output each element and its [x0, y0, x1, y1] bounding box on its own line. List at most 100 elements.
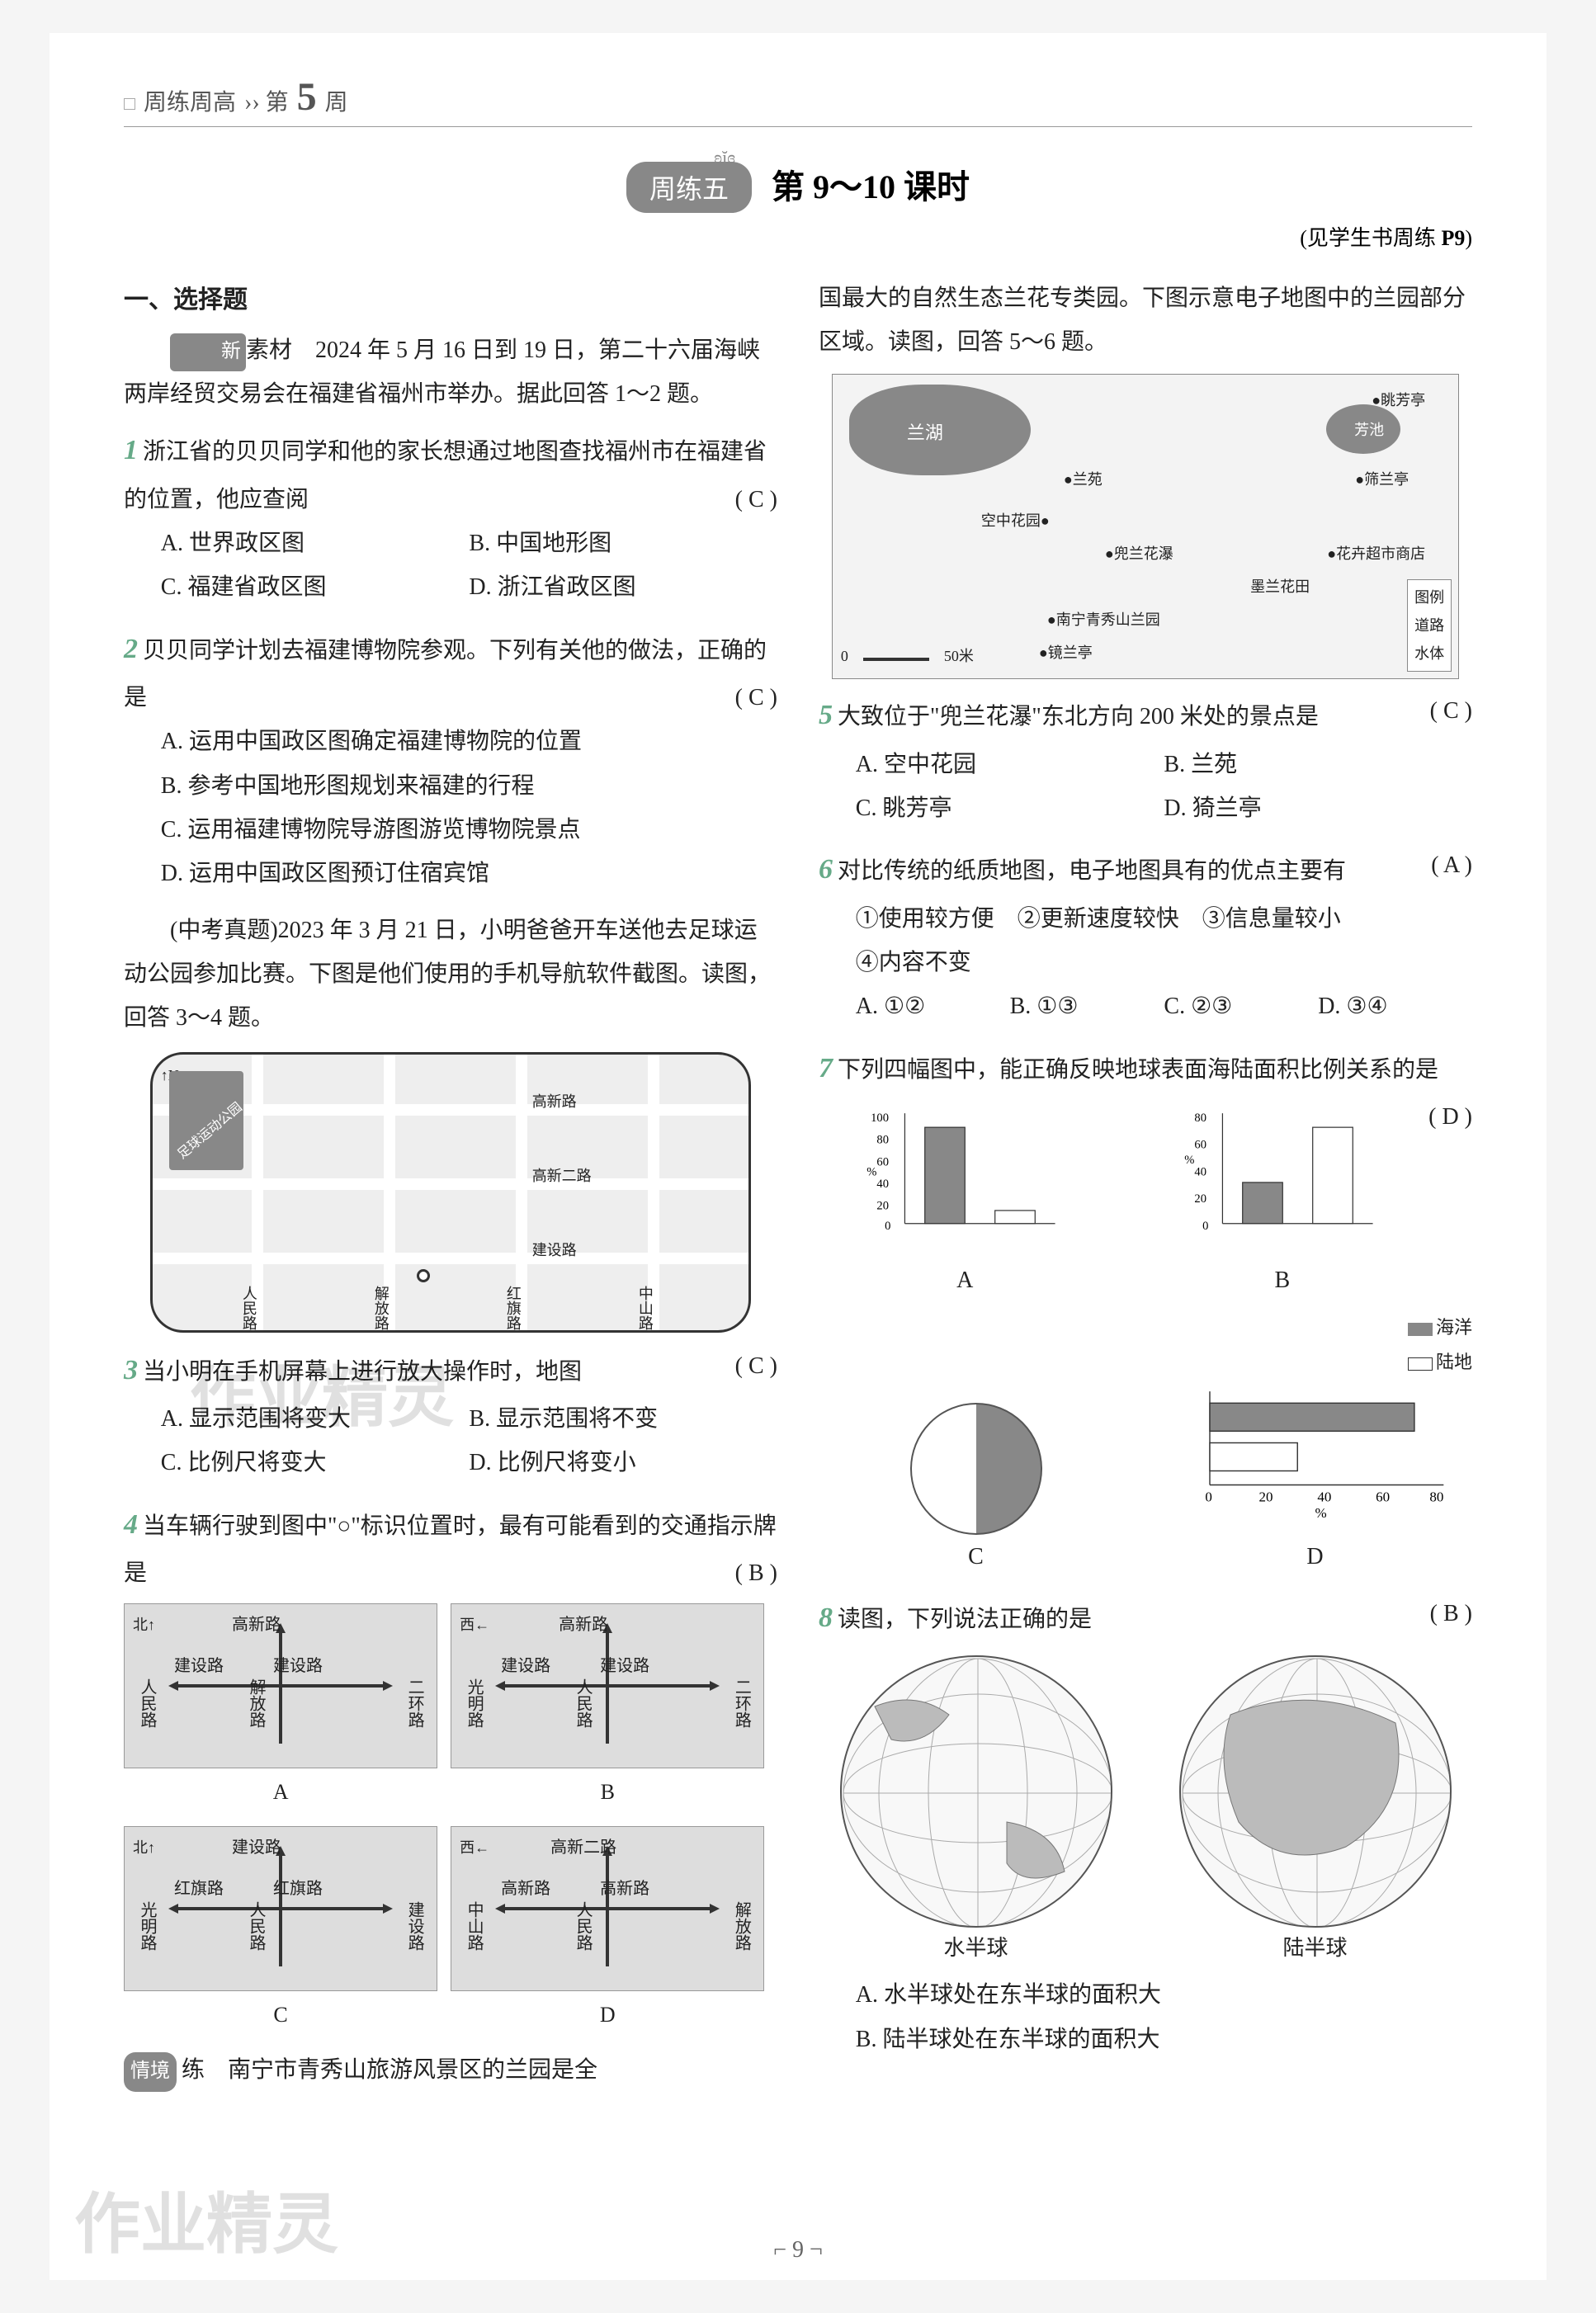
material-intro: 新素材 2024 年 5 月 16 日到 19 日，第二十六届海峡两岸经贸交易会… — [124, 328, 777, 416]
pond-label: 芳池 — [1354, 416, 1384, 444]
q5-answer: ( C ) — [1430, 689, 1472, 733]
globe-land-wrap: 陆半球 — [1179, 1655, 1452, 1968]
sign-b-m2: 建设路 — [600, 1650, 649, 1682]
sign-c-label: C — [124, 1994, 437, 2035]
lanhua-map-figure: 兰湖 芳池 ●眺芳亭 ●兰苑 ●筛兰亭 空中花园● ●兜兰花瀑 ●花卉超市商店 … — [832, 374, 1459, 679]
q3-answer: ( C ) — [735, 1344, 777, 1388]
sign-a-left: 人民路 — [131, 1678, 163, 1728]
legend-title: 图例 — [1414, 583, 1444, 611]
sign-b-top: 高新路 — [559, 1609, 608, 1640]
q6-num: 6 — [819, 854, 833, 885]
q2-answer: ( C ) — [735, 676, 777, 720]
marker-circle-icon — [417, 1269, 430, 1282]
q4-answer: ( B ) — [735, 1551, 777, 1595]
q1-options: A. 世界政区图B. 中国地形图 C. 福建省政区图D. 浙江省政区图 — [124, 522, 777, 609]
q6-opt-d: D. ③④ — [1318, 984, 1472, 1028]
question-8: 8读图，下列说法正确的是 ( B ) — [819, 1592, 1472, 2060]
svg-text:0: 0 — [885, 1220, 890, 1233]
chart-b-svg: 8060 40200 % — [1136, 1103, 1429, 1244]
globe-water-grid-icon — [842, 1657, 1112, 1928]
q8-answer: ( B ) — [1430, 1592, 1472, 1636]
q8-stem: 读图，下列说法正确的是 — [838, 1607, 1092, 1632]
sign-d-right: 解放路 — [725, 1901, 757, 1951]
road-label-jf: 解放路 — [367, 1286, 395, 1330]
sign-d-m1: 高新路 — [501, 1873, 550, 1905]
q8-num: 8 — [819, 1603, 833, 1633]
q3-options: A. 显示范围将变大B. 显示范围将不变 C. 比例尺将变大D. 比例尺将变小 — [124, 1397, 777, 1485]
question-7: 7下列四幅图中，能正确反映地球表面海陆面积比例关系的是( D ) 1008060… — [819, 1042, 1472, 1579]
sign-a-mv: 解放路 — [240, 1678, 272, 1728]
q6-opt-c: C. ②③ — [1164, 984, 1318, 1028]
watermark-2: 作业精灵 — [74, 2163, 338, 2288]
place-hhcs: ●花卉超市商店 — [1327, 540, 1425, 568]
q6-stem: 对比传统的纸质地图，电子地图具有的优点主要有 — [838, 858, 1346, 884]
place-nnyl: ●南宁青秀山兰园 — [1047, 606, 1160, 634]
svg-text:80: 80 — [876, 1134, 889, 1147]
q5-opt-b: B. 兰苑 — [1164, 743, 1472, 786]
q4-num: 4 — [124, 1509, 138, 1540]
svg-text:100: 100 — [871, 1112, 889, 1125]
q3-stem: 当小明在手机屏幕上进行放大操作时，地图 — [143, 1359, 582, 1385]
sign-b-m1: 建设路 — [501, 1650, 550, 1682]
q1-num: 1 — [124, 435, 138, 465]
q3-opt-d: D. 比例尺将变小 — [469, 1441, 777, 1485]
q6-opt-a: A. ①② — [856, 984, 1010, 1028]
q2-opt-a: A. 运用中国政区图确定福建博物院的位置 — [161, 720, 777, 763]
place-mlht: 墨兰花田 — [1250, 573, 1310, 601]
q7-num: 7 — [819, 1053, 833, 1083]
question-6: 6对比传统的纸质地图，电子地图具有的优点主要有( A ) ①使用较方便 ②更新速… — [819, 843, 1472, 1028]
material-pill2: 素材 — [246, 338, 292, 363]
road-label-rm: 人民路 — [235, 1286, 263, 1330]
sign-d-mv: 人民路 — [567, 1901, 598, 1951]
q6-opt-b: B. ①③ — [1010, 984, 1164, 1028]
q3-opt-b: B. 显示范围将不变 — [469, 1397, 777, 1441]
svg-text:%: % — [1315, 1505, 1327, 1520]
map-legend: 图例 道路 水体 — [1407, 579, 1452, 673]
sign-b-left: 光明路 — [458, 1678, 489, 1728]
svg-text:80: 80 — [1194, 1112, 1206, 1125]
sub-reference: (见学生书周练 P9) — [124, 221, 1472, 252]
sign-a-wrap: 北↑ 高新路 人民路 建设路 解放路 建设路 — [124, 1603, 437, 1812]
right-column: 国最大的自然生态兰花专类园。下图示意电子地图中的兰园部分区域。读图，回答 5～6… — [819, 276, 1472, 2092]
chart-d-label: D — [1158, 1535, 1472, 1579]
chart-a: 1008060 40200 % A — [819, 1103, 1112, 1302]
place-slt: ●筛兰亭 — [1355, 465, 1409, 493]
q2-opt-d: D. 运用中国政区图预订住宿宾馆 — [161, 852, 777, 895]
globe-water — [840, 1655, 1112, 1928]
q7-stem: 下列四幅图中，能正确反映地球表面海陆面积比例关系的是 — [838, 1057, 1438, 1083]
chart-d: 海洋 陆地 020 406080 % D — [1158, 1310, 1472, 1579]
q2-options: A. 运用中国政区图确定福建博物院的位置 B. 参考中国地形图规划来福建的行程 … — [124, 720, 777, 895]
sign-a-m2: 建设路 — [273, 1650, 323, 1682]
page-header: 周练周高 ›› 第 5 周 — [124, 74, 1472, 127]
chart-c-pie — [910, 1403, 1042, 1535]
title-row: ʚĭɞ 周练五 第 9～10 课时 — [124, 160, 1472, 213]
chart-b: 8060 40200 % B — [1136, 1103, 1429, 1302]
sign-c-mv: 人民路 — [240, 1901, 272, 1951]
exam-tag: (中考真题) — [170, 918, 278, 943]
q1-opt-c: C. 福建省政区图 — [161, 565, 470, 609]
sign-c-dir: 北↑ — [133, 1834, 155, 1862]
sign-a: 北↑ 高新路 人民路 建设路 解放路 建设路 — [124, 1603, 437, 1768]
q6-line1: ①使用较方便 ②更新速度较快 ③信息量较小 — [856, 897, 1472, 941]
q8-opt-b: B. 陆半球处在东半球的面积大 — [856, 2018, 1472, 2061]
svg-text:60: 60 — [876, 1155, 889, 1168]
sign-d-m2: 高新路 — [600, 1873, 649, 1905]
globe-land-grid-icon — [1181, 1657, 1452, 1928]
butterfly-icon: ʚĭɞ — [714, 147, 735, 168]
question-1: 1浙江省的贝贝同学和他的家长想通过地图查找福州市在福建省的位置，他应查阅( C … — [124, 424, 777, 609]
left-column: 一、选择题 新素材 2024 年 5 月 16 日到 19 日，第二十六届海峡两… — [124, 276, 777, 2092]
svg-text:20: 20 — [876, 1200, 889, 1213]
question-4: 4当车辆行驶到图中"○"标识位置时，最有可能看到的交通指示牌是( B ) 北↑ — [124, 1499, 777, 2036]
sign-grid: 北↑ 高新路 人民路 建设路 解放路 建设路 — [124, 1603, 777, 2035]
chart-c: C — [819, 1403, 1133, 1579]
q3-opt-c: C. 比例尺将变大 — [161, 1441, 470, 1485]
question-5: 5大致位于"兜兰花瀑"东北方向 200 米处的景点是( C ) A. 空中花园B… — [819, 689, 1472, 830]
header-deco-box — [124, 98, 135, 110]
sign-b: 西← 高新路 光明路 建设路 人民路 建设路 — [451, 1603, 764, 1768]
q1-opt-d: D. 浙江省政区图 — [469, 565, 777, 609]
sign-c-left: 光明路 — [131, 1901, 163, 1951]
page: 周练周高 ›› 第 5 周 ʚĭɞ 周练五 第 9～10 课时 (见学生书周练 … — [50, 33, 1546, 2280]
road-h3 — [153, 1253, 749, 1264]
q2-opt-c: C. 运用福建博物院导游图游览博物院景点 — [161, 808, 777, 852]
legend-road: 道路 — [1414, 611, 1444, 640]
